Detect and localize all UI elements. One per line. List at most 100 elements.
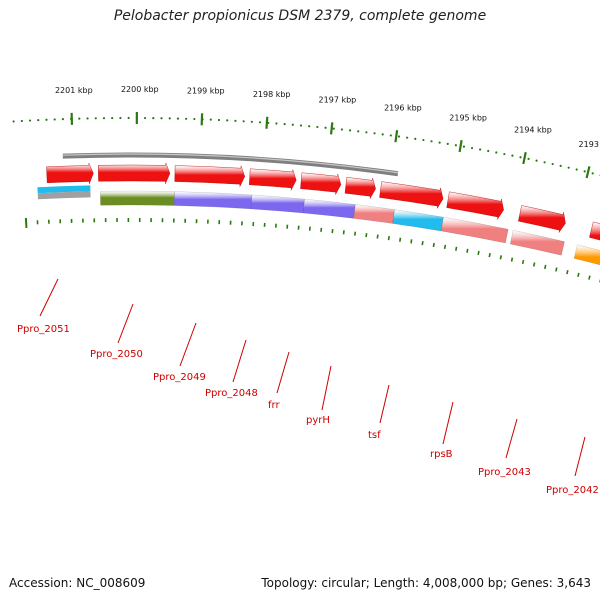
- inner-scale-tick: [399, 237, 402, 242]
- outer-scale-dot: [234, 119, 237, 122]
- outer-scale-dot: [340, 128, 343, 131]
- outer-scale-dot: [176, 117, 180, 120]
- gene-leader-line: [117, 303, 134, 344]
- kbp-major-tick: [265, 116, 269, 129]
- outer-scale-dot: [543, 161, 546, 164]
- inner-scale-tick: [477, 250, 480, 256]
- kbp-major-tick: [522, 151, 527, 165]
- outer-scale-dot: [168, 117, 171, 120]
- inner-scale-tick: [376, 234, 379, 239]
- inner-scale-tick: [421, 241, 424, 246]
- reverse-gene-ppro-2051: [100, 190, 175, 206]
- outer-scale-dot: [519, 156, 522, 159]
- forward-gene-arrow: [249, 168, 297, 191]
- inner-scale-tick: [410, 239, 413, 244]
- outer-scale-dot: [37, 119, 40, 122]
- outer-scale-dot: [283, 123, 286, 126]
- inner-scale-tick: [488, 252, 491, 258]
- outer-scale-dot: [185, 117, 188, 120]
- map-title: Pelobacter propionicus DSM 2379, complet…: [113, 8, 487, 24]
- inner-scale-tick: [521, 259, 525, 265]
- outer-scale-dot: [102, 117, 106, 120]
- outer-scale-dot: [143, 116, 147, 120]
- gene-label: Ppro_2043: [478, 467, 531, 478]
- kbp-major-tick: [585, 166, 591, 179]
- forward-gene-arrow: [98, 162, 171, 184]
- reverse-gene-frr: [353, 204, 395, 224]
- outer-scale-dot: [119, 116, 122, 120]
- kbp-label: 2194 kbp: [514, 126, 552, 135]
- inner-scale-tick: [365, 232, 368, 238]
- kbp-label: 2199 kbp: [187, 86, 225, 95]
- genome-backbone-highlight: [62, 153, 398, 174]
- outer-scale-dot: [438, 141, 441, 144]
- outer-scale-dot: [299, 124, 303, 127]
- inner-scale-tick: [499, 255, 503, 260]
- kbp-label: 2193 kbp: [579, 140, 600, 149]
- reverse-gene-ppro-2050: [173, 191, 253, 210]
- gene-leader-line: [574, 436, 586, 477]
- reverse-gene-rpsb: [509, 230, 565, 256]
- outer-scale-dot: [242, 120, 245, 123]
- kbp-major-tick: [394, 130, 399, 143]
- forward-gene-arrow: [46, 162, 94, 184]
- outer-scale-dot: [250, 120, 253, 123]
- outer-scale-dot: [316, 125, 319, 129]
- partial-gene-segment: [37, 185, 91, 194]
- outer-scale-dot: [551, 162, 554, 166]
- gene-leader-line: [276, 351, 290, 394]
- outer-scale-dot: [462, 145, 466, 148]
- inner-scale-tick: [566, 270, 569, 275]
- outer-scale-dot: [193, 117, 196, 121]
- genome-backbone: [62, 152, 399, 177]
- accession-text: Accession: NC_008609: [9, 576, 146, 590]
- outer-scale-dot: [258, 121, 262, 124]
- kbp-label: 2201 kbp: [55, 86, 93, 95]
- partial-gene-segment: [37, 191, 91, 200]
- outer-scale-dot: [61, 118, 64, 121]
- forward-gene-arrow: [174, 165, 245, 187]
- outer-scale-dot: [575, 168, 578, 171]
- outer-scale-dot: [324, 126, 327, 129]
- outer-scale-dot: [86, 117, 89, 120]
- outer-scale-dot: [373, 132, 376, 135]
- outer-scale-dot: [226, 119, 229, 122]
- gene-leader-line: [379, 384, 390, 424]
- kbp-label: 2200 kbp: [121, 85, 159, 94]
- outer-scale-dot: [479, 148, 482, 151]
- outer-scale-dot: [397, 135, 401, 138]
- inner-scale-tick: [443, 244, 447, 249]
- outer-scale-dot: [217, 118, 221, 122]
- inner-scale-tick: [466, 248, 469, 253]
- forward-gene-arrow: [379, 181, 444, 209]
- gene-label: pyrH: [306, 415, 330, 426]
- outer-scale-dot: [28, 119, 32, 122]
- outer-scale-dot: [291, 123, 294, 126]
- outer-scale-dot: [152, 117, 155, 120]
- forward-gene-arrow: [446, 191, 504, 220]
- inner-scale-tick: [544, 264, 547, 270]
- inner-scale-tick: [577, 272, 580, 277]
- gene-leader-line: [505, 418, 518, 459]
- outer-scale-dot: [78, 117, 81, 120]
- outer-scale-dot: [53, 118, 56, 121]
- gene-leader-line: [232, 339, 247, 383]
- forward-gene-arrow: [300, 172, 342, 195]
- gene-label: Ppro_2050: [90, 349, 143, 360]
- inner-scale-tick: [387, 236, 390, 241]
- forward-gene-arrow: [518, 205, 566, 233]
- gene-label: Ppro_2049: [153, 372, 206, 383]
- outer-scale-dot: [12, 120, 15, 123]
- outer-scale-dot: [357, 130, 360, 133]
- outer-scale-dot: [446, 142, 449, 145]
- outer-scale-dot: [495, 151, 498, 154]
- inner-scale-tick: [24, 217, 28, 228]
- outer-scale-dot: [308, 125, 311, 128]
- outer-scale-dot: [406, 136, 409, 139]
- outer-scale-dot: [454, 144, 457, 147]
- inner-scale-tick: [588, 275, 591, 280]
- inner-scale-tick: [455, 246, 458, 251]
- reverse-gene-tsf: [440, 216, 509, 244]
- inner-scale-tick: [510, 257, 514, 262]
- outer-scale-dot: [94, 117, 97, 120]
